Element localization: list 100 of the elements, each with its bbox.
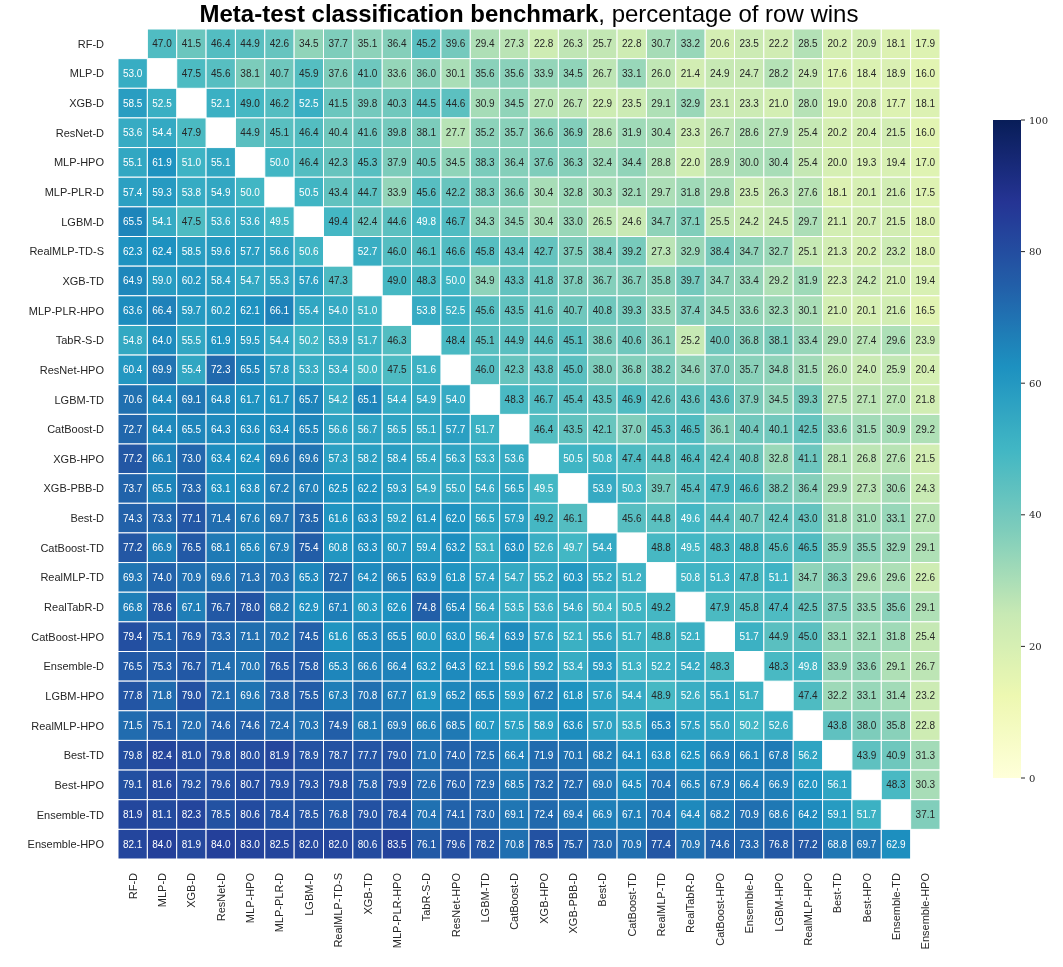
data-label: 38.4 bbox=[710, 245, 730, 257]
data-label: 51.7 bbox=[357, 334, 378, 346]
data-label: 50.5 bbox=[299, 186, 319, 198]
data-label: 57.7 bbox=[240, 245, 261, 257]
y-tick-label: LGBM-D bbox=[61, 215, 105, 228]
data-label: 54.6 bbox=[563, 601, 584, 613]
data-label: 48.8 bbox=[739, 542, 760, 554]
data-label: 79.1 bbox=[122, 779, 143, 791]
data-label: 57.0 bbox=[592, 720, 613, 732]
x-tick-label: XGB-D bbox=[185, 872, 198, 908]
data-label: 38.2 bbox=[651, 364, 672, 376]
data-label: 53.6 bbox=[211, 216, 231, 228]
y-tick-label: LGBM-HPO bbox=[45, 689, 105, 702]
data-label: 76.7 bbox=[211, 601, 231, 613]
data-label: 63.8 bbox=[651, 749, 672, 761]
data-label: 37.5 bbox=[827, 601, 848, 613]
data-label: 60.4 bbox=[122, 364, 143, 376]
data-label: 76.5 bbox=[181, 542, 202, 554]
chart-subtitle: , percentage of row wins bbox=[598, 0, 859, 27]
data-label: 20.6 bbox=[710, 38, 730, 50]
data-label: 21.5 bbox=[915, 453, 936, 465]
data-label: 68.2 bbox=[710, 809, 730, 821]
data-label: 63.2 bbox=[445, 542, 466, 554]
data-label: 28.0 bbox=[798, 97, 819, 109]
data-label: 41.1 bbox=[798, 453, 819, 465]
data-label: 47.9 bbox=[710, 482, 730, 494]
data-label: 30.3 bbox=[592, 186, 613, 198]
data-label: 27.6 bbox=[798, 186, 819, 198]
data-label: 78.4 bbox=[387, 809, 408, 821]
data-label: 26.5 bbox=[592, 216, 613, 228]
data-label: 44.6 bbox=[533, 334, 554, 346]
data-label: 42.3 bbox=[328, 156, 349, 168]
data-label: 18.1 bbox=[886, 38, 907, 50]
data-label: 46.4 bbox=[680, 453, 701, 465]
data-label: 21.5 bbox=[886, 216, 907, 228]
data-label: 57.4 bbox=[475, 571, 496, 583]
data-label: 30.3 bbox=[915, 779, 936, 791]
data-label: 58.5 bbox=[181, 245, 202, 257]
data-label: 43.8 bbox=[533, 364, 554, 376]
data-label: 78.5 bbox=[211, 809, 231, 821]
data-label: 27.3 bbox=[856, 482, 877, 494]
data-label: 71.4 bbox=[211, 512, 231, 524]
data-label: 54.0 bbox=[328, 305, 349, 317]
data-label: 39.6 bbox=[445, 38, 466, 50]
data-label: 52.7 bbox=[357, 245, 378, 257]
data-label: 50.5 bbox=[563, 453, 584, 465]
data-label: 64.5 bbox=[622, 779, 642, 791]
data-label: 73.7 bbox=[122, 482, 143, 494]
data-label: 55.3 bbox=[269, 275, 290, 287]
data-label: 21.0 bbox=[827, 305, 848, 317]
data-label: 28.6 bbox=[592, 127, 613, 139]
x-tick-label: RealMLP-TD-S bbox=[332, 873, 345, 948]
data-label: 43.3 bbox=[504, 275, 525, 287]
data-label: 36.3 bbox=[563, 156, 584, 168]
data-label: 63.9 bbox=[416, 571, 437, 583]
data-label: 22.8 bbox=[533, 38, 554, 50]
data-label: 42.5 bbox=[798, 423, 819, 435]
data-label: 20.1 bbox=[856, 186, 877, 198]
data-label: 81.9 bbox=[122, 809, 143, 821]
data-label: 76.8 bbox=[768, 838, 789, 850]
data-label: 47.9 bbox=[181, 127, 202, 139]
data-label: 73.3 bbox=[181, 482, 202, 494]
data-label: 19.0 bbox=[827, 97, 848, 109]
data-label: 46.1 bbox=[563, 512, 584, 524]
data-label: 42.4 bbox=[710, 453, 730, 465]
data-label: 65.5 bbox=[240, 364, 261, 376]
data-label: 26.7 bbox=[710, 127, 730, 139]
data-label: 37.7 bbox=[328, 38, 349, 50]
data-label: 65.3 bbox=[357, 631, 378, 643]
data-label: 79.9 bbox=[387, 779, 408, 791]
data-label: 32.8 bbox=[563, 186, 584, 198]
data-label: 66.5 bbox=[387, 571, 408, 583]
data-label: 55.4 bbox=[299, 305, 319, 317]
data-label: 20.4 bbox=[856, 127, 877, 139]
data-label: 75.1 bbox=[152, 720, 173, 732]
data-label: 59.4 bbox=[416, 542, 437, 554]
x-tick-label: ResNet-D bbox=[214, 872, 227, 922]
data-label: 63.1 bbox=[211, 482, 231, 494]
data-label: 48.3 bbox=[768, 660, 789, 672]
data-label: 37.6 bbox=[328, 67, 349, 79]
data-label: 27.4 bbox=[856, 334, 877, 346]
data-label: 36.8 bbox=[622, 364, 642, 376]
data-label: 45.3 bbox=[651, 423, 672, 435]
data-label: 29.9 bbox=[827, 482, 848, 494]
data-label: 41.8 bbox=[533, 275, 554, 287]
data-label: 65.4 bbox=[445, 601, 466, 613]
y-tick-label: CatBoost-HPO bbox=[31, 630, 105, 643]
data-label: 52.6 bbox=[768, 720, 789, 732]
data-label: 17.6 bbox=[827, 67, 848, 79]
data-label: 63.0 bbox=[504, 542, 525, 554]
data-label: 79.4 bbox=[122, 631, 143, 643]
data-label: 45.4 bbox=[680, 482, 701, 494]
data-label: 24.7 bbox=[739, 67, 760, 79]
data-label: 23.2 bbox=[915, 690, 936, 702]
data-label: 49.2 bbox=[533, 512, 554, 524]
data-label: 31.5 bbox=[856, 423, 877, 435]
data-label: 17.9 bbox=[915, 38, 936, 50]
data-label: 47.8 bbox=[739, 571, 760, 583]
data-label: 22.2 bbox=[768, 38, 789, 50]
data-label: 71.4 bbox=[211, 660, 231, 672]
